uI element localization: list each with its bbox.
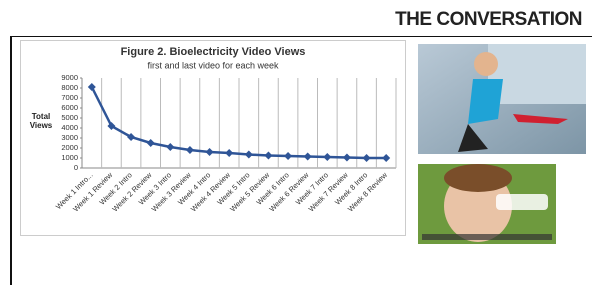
photo-cyclist (418, 44, 586, 154)
y-axis-label: Total Views (26, 112, 56, 130)
y-tick-label: 7000 (61, 93, 78, 102)
y-tick-label: 5000 (61, 113, 78, 122)
chart-subtitle: first and last video for each week (147, 60, 279, 70)
y-tick-label: 2000 (61, 143, 78, 152)
y-tick-label: 8000 (61, 83, 78, 92)
y-tick-label: 6000 (61, 103, 78, 112)
y-tick-label: 9000 (61, 73, 78, 82)
y-tick-label: 4000 (61, 123, 78, 132)
y-tick-label: 0 (74, 163, 78, 172)
y-tick-label: 3000 (61, 133, 78, 142)
brand: THE CONVERSATION (395, 9, 582, 31)
chart-title: Figure 2. Bioelectricity Video Views (121, 46, 306, 58)
chart: Figure 2. Bioelectricity Video Views fir… (20, 40, 406, 236)
y-tick-label: 1000 (61, 153, 78, 162)
page: THE CONVERSATION Figure 2. Bioelectricit… (0, 0, 592, 285)
photo-child (418, 164, 556, 244)
